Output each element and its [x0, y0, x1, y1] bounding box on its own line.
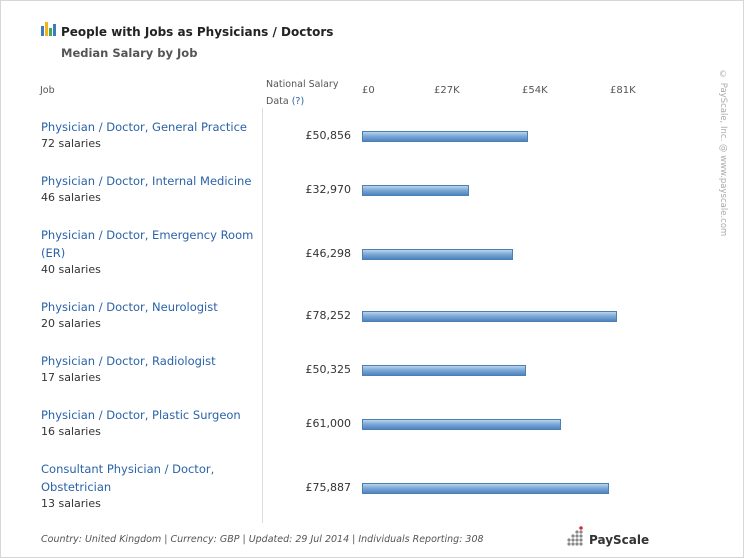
job-link[interactable]: Physician / Doctor, General Practice: [41, 120, 247, 134]
salary-bar: [362, 185, 470, 196]
salary-value-label: £32,970: [305, 183, 352, 196]
salary-bar: [362, 419, 561, 430]
footer-info: Country: United Kingdom | Currency: GBP …: [41, 534, 484, 545]
chart-title: People with Jobs as Physicians / Doctors: [61, 25, 334, 39]
salary-count: 72 salaries: [41, 137, 101, 150]
x-tick-label: £0: [362, 85, 375, 96]
payscale-logo-text[interactable]: PayScale: [589, 533, 650, 547]
salary-bar: [362, 365, 527, 376]
job-link[interactable]: Physician / Doctor, Plastic Surgeon: [41, 408, 241, 422]
national-salary-header: National Salary Data (?): [266, 76, 338, 110]
help-link[interactable]: (?): [291, 96, 305, 107]
job-link[interactable]: Physician / Doctor, Internal Medicine: [41, 174, 252, 188]
salary-count: 16 salaries: [41, 425, 101, 438]
salary-bar: [362, 131, 528, 142]
bar-chart-icon: [41, 22, 56, 36]
copyright-note: © PayScale, Inc. @ www.payscale.com: [718, 70, 728, 237]
job-column-header: Job: [40, 85, 55, 96]
salary-count: 20 salaries: [41, 317, 101, 330]
job-link[interactable]: Consultant Physician / Doctor, Obstetric…: [41, 462, 215, 494]
salary-bar: [362, 311, 618, 322]
salary-count: 40 salaries: [41, 263, 101, 276]
salary-count: 46 salaries: [41, 191, 101, 204]
salary-bar: [362, 483, 610, 494]
job-link[interactable]: Physician / Doctor, Neurologist: [41, 300, 218, 314]
salary-value-label: £46,298: [305, 247, 352, 260]
salary-value-label: £50,325: [305, 363, 352, 376]
job-link[interactable]: Physician / Doctor, Emergency Room (ER): [41, 228, 254, 260]
national-salary-header-line2: Data: [266, 96, 289, 107]
salary-count: 13 salaries: [41, 497, 101, 510]
salary-value-label: £75,887: [305, 481, 352, 494]
national-salary-header-line1: National Salary: [266, 79, 339, 90]
chart-subtitle: Median Salary by Job: [61, 46, 198, 60]
salary-value-label: £78,252: [305, 309, 352, 322]
salary-value-label: £50,856: [305, 129, 352, 142]
salary-bar: [362, 249, 513, 260]
salary-value-label: £61,000: [305, 417, 352, 430]
salary-count: 17 salaries: [41, 371, 101, 384]
x-tick-label: £54K: [522, 85, 548, 96]
x-tick-label: £81K: [610, 85, 636, 96]
job-link[interactable]: Physician / Doctor, Radiologist: [41, 354, 216, 368]
column-divider: [262, 108, 263, 523]
payscale-logo-icon[interactable]: [566, 526, 588, 550]
x-tick-label: £27K: [434, 85, 460, 96]
